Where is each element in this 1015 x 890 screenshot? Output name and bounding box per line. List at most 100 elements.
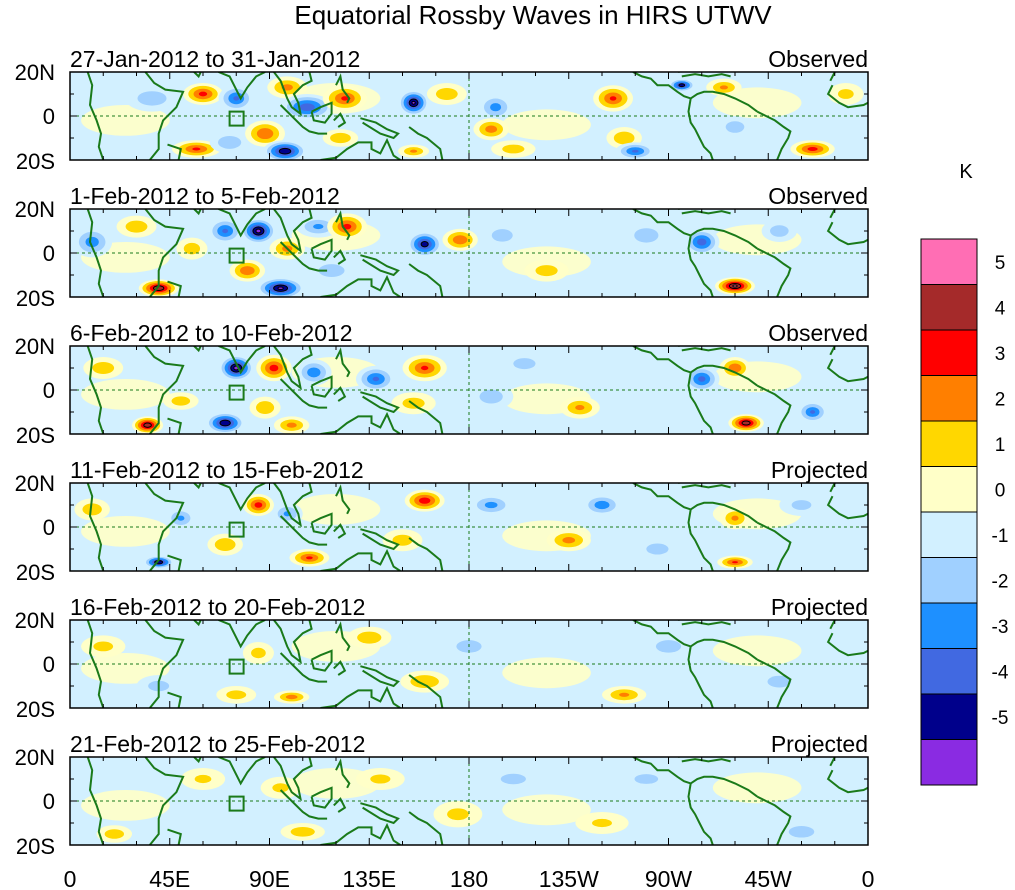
coastline bbox=[310, 512, 333, 535]
region-marker bbox=[228, 521, 245, 538]
coastline bbox=[360, 117, 400, 140]
map-panel: 20N 0 20S 11-Feb-2012 to 15-Feb-2012 Project… bbox=[15, 457, 869, 585]
colorbar-swatch bbox=[920, 557, 978, 604]
coastline bbox=[826, 84, 868, 109]
colorbar-tick-label: 2 bbox=[995, 389, 1006, 410]
positive-anomaly-contour bbox=[420, 365, 429, 371]
positive-anomaly-contour bbox=[609, 96, 617, 101]
coastline bbox=[681, 73, 731, 78]
coastline bbox=[144, 757, 185, 845]
negative-anomaly-contour bbox=[217, 135, 242, 149]
coastline bbox=[826, 495, 868, 520]
negative-anomaly-contour bbox=[500, 773, 526, 785]
negative-anomaly-contour bbox=[631, 149, 639, 153]
coastline bbox=[756, 521, 792, 571]
coastline bbox=[408, 811, 444, 845]
colorbar-tick-label: -5 bbox=[992, 708, 1009, 729]
coastline bbox=[333, 249, 347, 265]
lat-tick-label: 20N bbox=[15, 197, 55, 222]
positive-anomaly-contour bbox=[82, 503, 102, 516]
anomaly-field bbox=[81, 346, 868, 434]
colorbar-swatch bbox=[920, 284, 978, 331]
negative-anomaly-contour bbox=[85, 236, 99, 248]
coastline bbox=[829, 72, 836, 82]
panel-period-label: 11-Feb-2012 to 15-Feb-2012 bbox=[70, 457, 364, 483]
negative-anomaly-contour bbox=[491, 229, 513, 242]
coastline bbox=[320, 822, 401, 845]
coastline bbox=[86, 209, 105, 297]
positive-anomaly-contour bbox=[256, 128, 274, 140]
lat-tick-label: 20S bbox=[16, 423, 55, 448]
positive-anomaly-contour bbox=[171, 396, 191, 406]
anomaly-field bbox=[81, 72, 868, 160]
negative-anomaly-contour bbox=[222, 228, 229, 234]
negative-anomaly-contour bbox=[420, 241, 429, 248]
positive-anomaly-contour bbox=[392, 534, 413, 546]
coastline bbox=[829, 757, 836, 767]
coastline bbox=[279, 789, 328, 820]
negative-anomaly-contour bbox=[655, 640, 682, 653]
coastline bbox=[681, 347, 731, 352]
colorbar-swatch bbox=[920, 238, 978, 285]
positive-anomaly-contour bbox=[183, 242, 201, 255]
coastline bbox=[687, 783, 714, 845]
positive-anomaly-contour bbox=[592, 818, 612, 828]
coastline bbox=[310, 238, 333, 261]
longitude-axis: 0 45E 90E 135E 180 135W 90W 45W 0 bbox=[64, 866, 875, 890]
lat-tick-label: 0 bbox=[43, 515, 55, 540]
coastline bbox=[756, 384, 792, 434]
coastline bbox=[193, 209, 202, 216]
positive-anomaly-contour bbox=[719, 85, 729, 90]
figure-title: Equatorial Rossby Waves in HIRS UTWV bbox=[294, 0, 772, 30]
panel-period-label: 27-Jan-2012 to 31-Jan-2012 bbox=[70, 46, 360, 72]
coastline bbox=[320, 411, 401, 434]
negative-anomaly-contour bbox=[490, 103, 502, 112]
anomaly-blob-base bbox=[81, 379, 170, 410]
coastline bbox=[681, 210, 731, 215]
coastline bbox=[218, 346, 266, 375]
coastline bbox=[86, 483, 105, 571]
coastline bbox=[218, 620, 266, 649]
coastline bbox=[167, 691, 182, 708]
lon-tick-label: 45E bbox=[149, 866, 190, 890]
colorbar-swatch bbox=[920, 466, 978, 513]
colorbar-swatch bbox=[920, 375, 978, 422]
lat-tick-label: 20S bbox=[16, 560, 55, 585]
coastline bbox=[273, 72, 313, 117]
positive-anomaly-contour bbox=[240, 266, 255, 276]
negative-anomaly-contour bbox=[594, 500, 610, 510]
lon-tick-label: 90W bbox=[645, 866, 693, 890]
coastline bbox=[687, 235, 714, 297]
negative-anomaly-contour bbox=[634, 228, 659, 243]
anomaly-blob-base bbox=[712, 772, 802, 804]
lat-tick-label: 20N bbox=[15, 334, 55, 359]
map-panel: 20N 0 20S 16-Feb-2012 to 20-Feb-2012 Project… bbox=[15, 594, 869, 722]
anomaly-field bbox=[72, 209, 868, 297]
coastline bbox=[360, 665, 400, 688]
anomaly-blob-base bbox=[502, 794, 591, 826]
coastline bbox=[687, 646, 714, 708]
region-marker bbox=[228, 658, 245, 675]
positive-anomaly-contour bbox=[535, 265, 558, 277]
region-marker bbox=[228, 110, 245, 127]
positive-anomaly-contour bbox=[447, 808, 469, 821]
colorbar-tick-label: 1 bbox=[995, 435, 1006, 456]
colorbar-tick-label: 3 bbox=[995, 344, 1006, 365]
coastline bbox=[273, 757, 313, 802]
positive-anomaly-contour bbox=[807, 146, 818, 152]
coastline bbox=[333, 523, 347, 539]
negative-anomaly-contour bbox=[313, 224, 324, 230]
lat-tick-label: 20S bbox=[16, 697, 55, 722]
negative-anomaly-contour bbox=[791, 500, 812, 510]
lon-tick-label: 0 bbox=[862, 866, 875, 890]
coastline bbox=[756, 247, 792, 297]
positive-anomaly-contour bbox=[92, 362, 115, 374]
coastline bbox=[310, 649, 333, 672]
lat-tick-label: 20N bbox=[15, 60, 55, 85]
anomaly-blob-base bbox=[712, 635, 802, 667]
coastline bbox=[408, 263, 444, 297]
positive-anomaly-contour bbox=[286, 422, 297, 428]
panel-kind-label: Observed bbox=[768, 183, 868, 209]
negative-anomaly-contour bbox=[770, 225, 789, 237]
positive-anomaly-contour bbox=[837, 89, 854, 99]
